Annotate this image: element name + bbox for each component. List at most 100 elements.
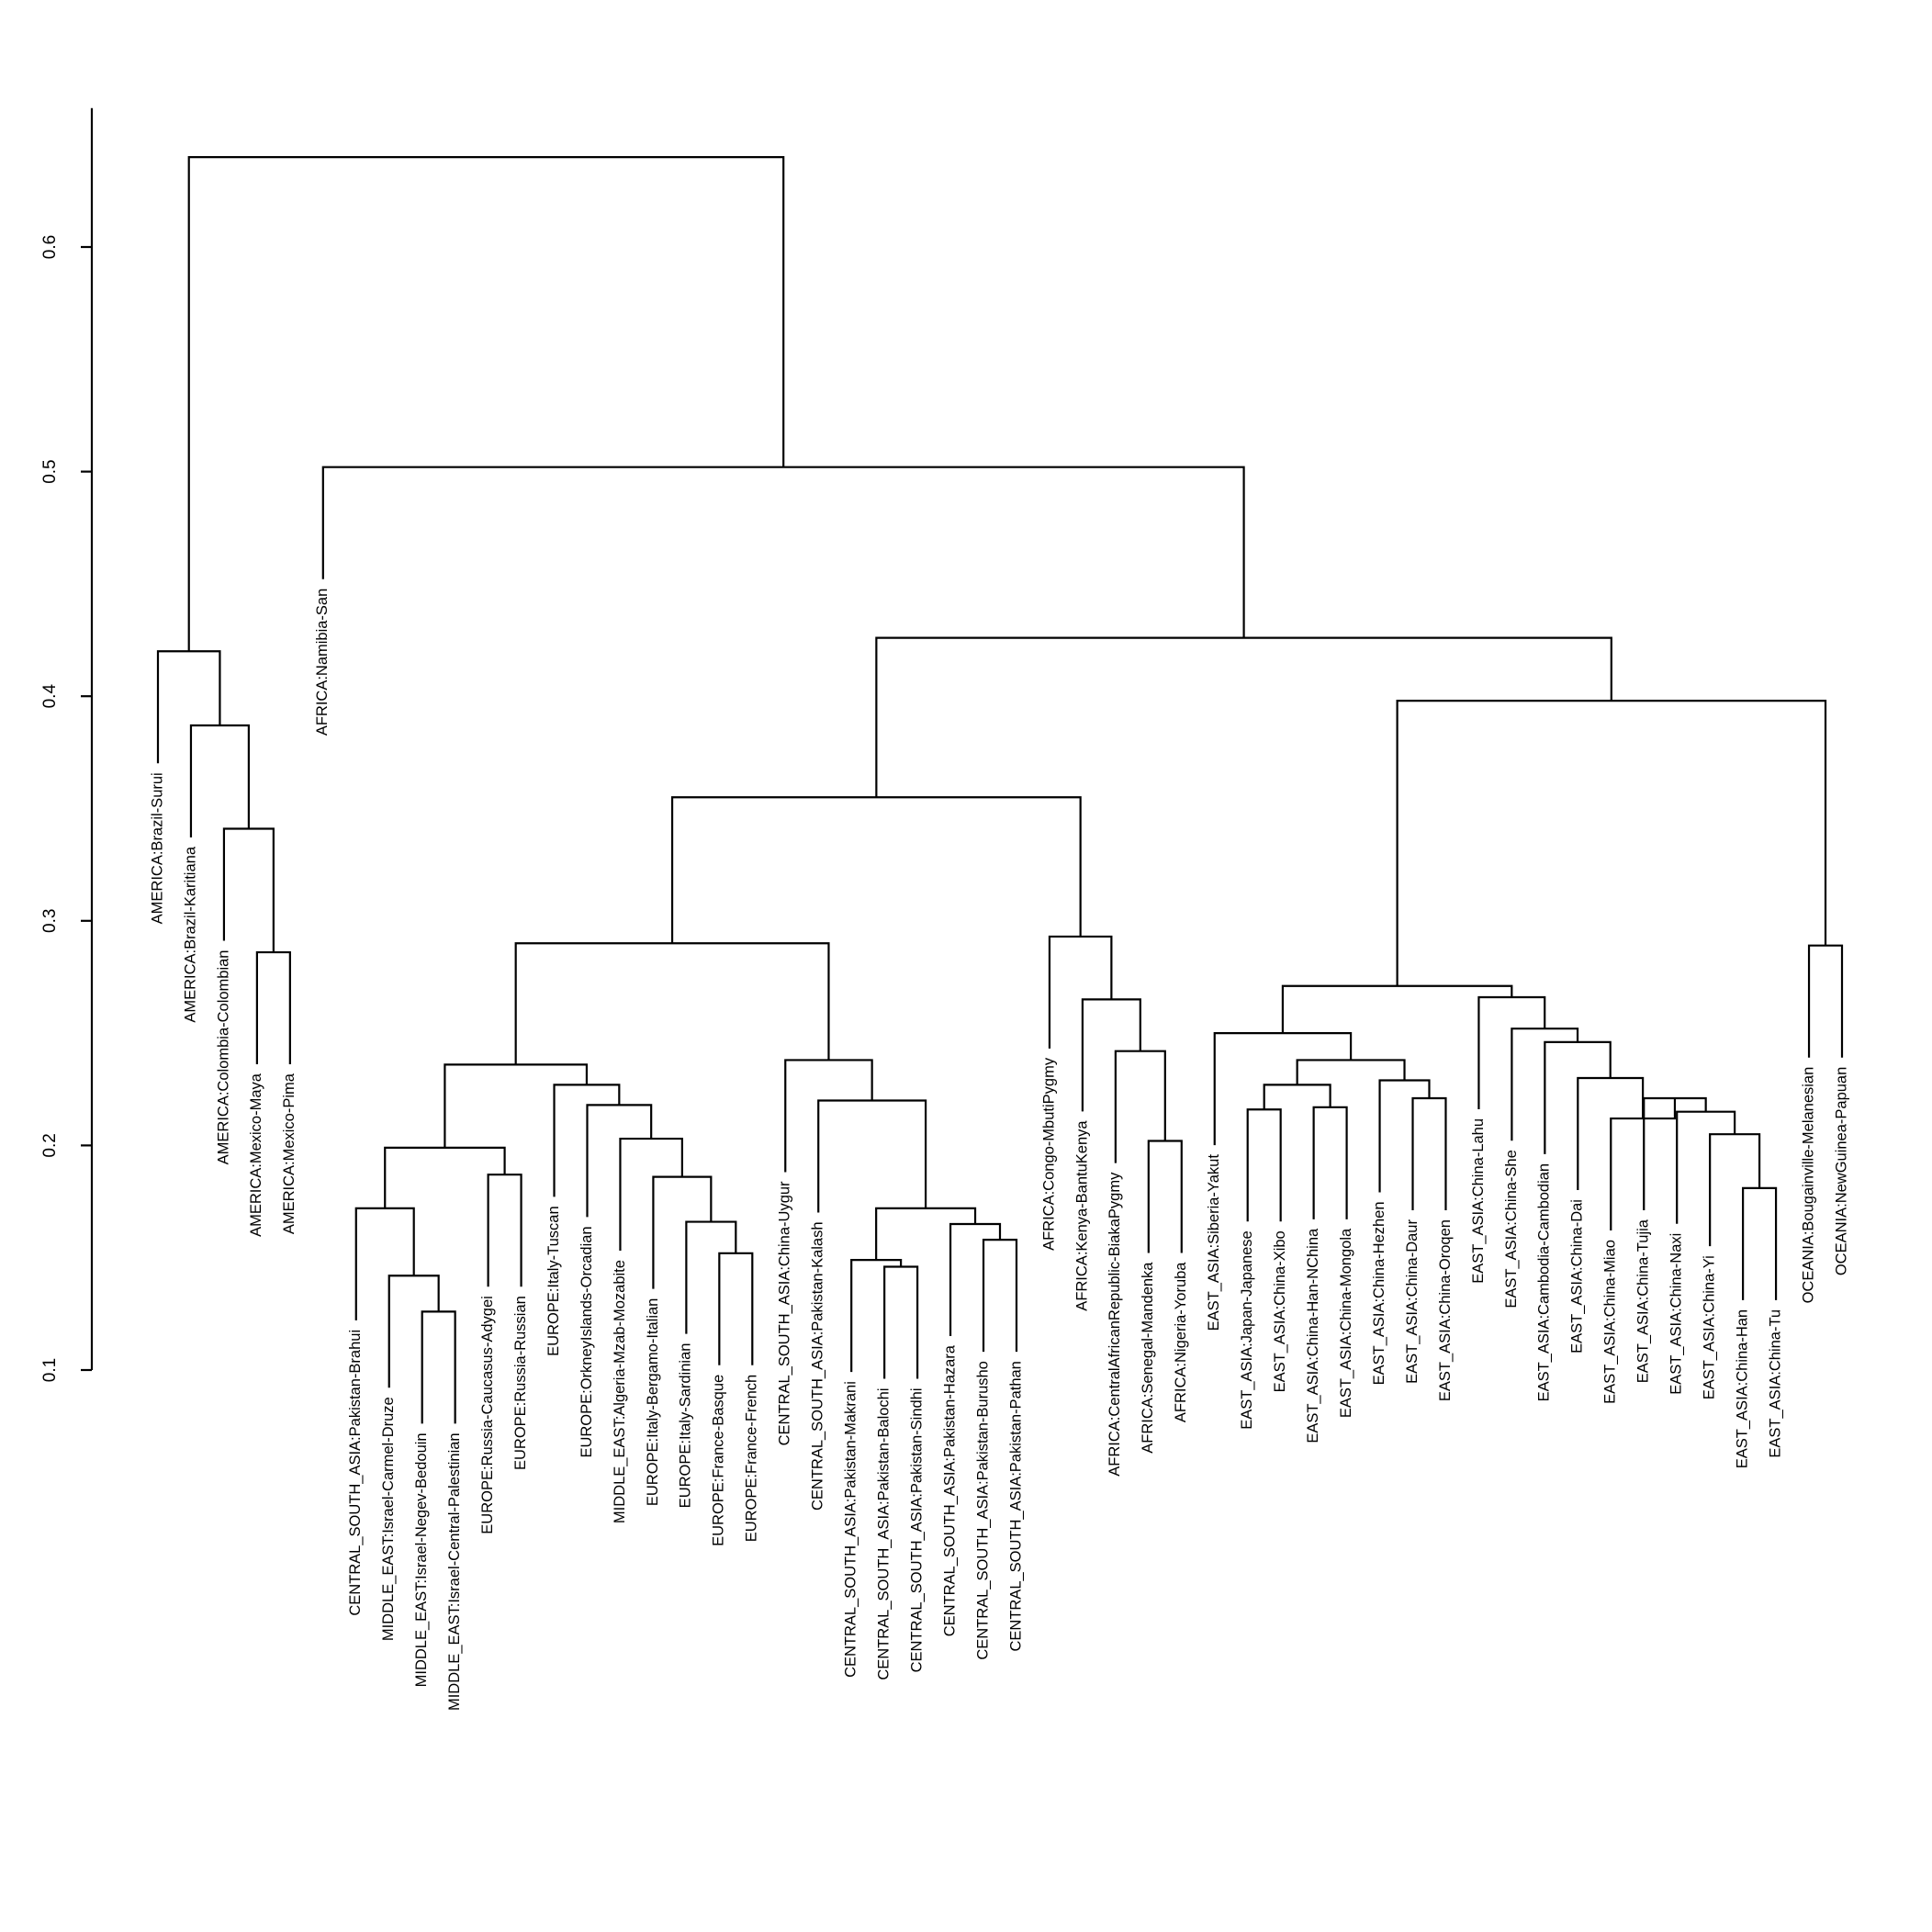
leaf-label: MIDDLE_EAST:Algeria-Mzab-Mozabite (612, 1260, 628, 1523)
merge-branch (875, 1207, 977, 1261)
merge-branch (553, 1084, 621, 1197)
leaf-label: OCEANIA:NewGuinea-Papuan (1833, 1067, 1849, 1275)
leaf-label: CENTRAL_SOUTH_ASIA:Pakistan-Makrani (843, 1381, 859, 1678)
leaf-label: MIDDLE_EAST:Israel-Negev-Bedouin (413, 1432, 430, 1687)
leaf-label: EAST_ASIA:China-Tu (1767, 1309, 1783, 1458)
y-tick-label: 0.1 (40, 1358, 60, 1382)
leaf-label: EAST_ASIA:China-Mongola (1338, 1228, 1354, 1418)
leaf-label: AMERICA:Brazil-Karitiana (182, 846, 198, 1022)
merge-branch (670, 796, 1082, 944)
merge-branch (1263, 1084, 1331, 1110)
leaf-label: EAST_ASIA:Japan-Japanese (1239, 1230, 1255, 1429)
merge-branch (1807, 944, 1844, 1058)
merge-branch (444, 1063, 589, 1148)
merge-branch (718, 1252, 754, 1365)
leaf-label: CENTRAL_SOUTH_ASIA:Pakistan-Pathan (1007, 1361, 1024, 1651)
merge-branch (421, 1310, 456, 1424)
leaf-label: EUROPE:France-French (744, 1375, 760, 1542)
leaf-label: MIDDLE_EAST:Israel-Central-Palestinian (446, 1432, 463, 1711)
merge-branch (1081, 998, 1141, 1112)
y-axis: 0.1 0.2 0.3 0.4 0.5 0.6 (40, 107, 94, 1382)
merge-branch (187, 156, 785, 652)
leaf-label: EAST_ASIA:China-Han-NChina (1305, 1228, 1321, 1443)
leaf-label: EUROPE:France-Basque (711, 1375, 727, 1546)
leaf-label: AFRICA:Nigeria-Yoruba (1173, 1262, 1189, 1422)
leaf-label: EUROPE:OrkneyIslands-Orcadian (578, 1226, 595, 1457)
merge-branch (949, 1222, 1002, 1337)
merge-branch (1511, 1028, 1579, 1141)
leaf-label: EAST_ASIA:China-Naxi (1668, 1233, 1685, 1395)
leaf-label: CENTRAL_SOUTH_ASIA:Pakistan-Brahui (347, 1330, 364, 1616)
leaf-label: EUROPE:Russia-Russian (512, 1296, 529, 1470)
leaf-label: EAST_ASIA:China-Oroqen (1437, 1219, 1454, 1401)
leaf-label: CENTRAL_SOUTH_ASIA:China-Uygur (777, 1181, 793, 1445)
y-tick-label: 0.3 (40, 909, 60, 933)
merge-branch (586, 1104, 653, 1218)
merge-branch (1378, 1079, 1431, 1193)
merge-branch (875, 636, 1612, 798)
dendrogram-branches (156, 156, 1844, 1424)
leaf-label: MIDDLE_EAST:Israel-Carmel-Druze (380, 1397, 397, 1641)
leaf-label: EUROPE:Italy-Sardinian (678, 1343, 694, 1509)
leaf-label: EAST_ASIA:China-She (1503, 1150, 1520, 1308)
merge-branch (189, 724, 250, 837)
merge-branch (619, 1137, 683, 1252)
leaf-label: EAST_ASIA:China-Hezhen (1371, 1201, 1387, 1385)
y-tick-label: 0.6 (40, 235, 60, 259)
leaf-label: AFRICA:CentralAfricanRepublic-BiakaPygmy (1106, 1172, 1123, 1477)
leaf-label: EAST_ASIA:China-Yi (1702, 1255, 1718, 1399)
merge-branch (1676, 1110, 1736, 1224)
y-tick-label: 0.5 (40, 459, 60, 483)
leaf-label: EAST_ASIA:China-Han (1734, 1309, 1750, 1468)
leaf-label: AMERICA:Brazil-Surui (149, 772, 165, 924)
merge-branch (685, 1220, 737, 1334)
leaf-label: AMERICA:Mexico-Maya (248, 1073, 264, 1237)
merge-branch (1147, 1140, 1183, 1253)
merge-branch (784, 1059, 873, 1173)
leaf-label: AFRICA:Congo-MbutiPygmy (1040, 1057, 1057, 1251)
leaf-labels: AMERICA:Brazil-Surui AMERICA:Brazil-Karit… (149, 589, 1849, 1711)
y-tick-label: 0.4 (40, 684, 60, 709)
merge-branch (222, 827, 275, 953)
merge-branch (255, 950, 291, 1065)
merge-branch (817, 1099, 927, 1213)
merge-branch (156, 650, 221, 764)
merge-branch (514, 942, 830, 1065)
leaf-label: CENTRAL_SOUTH_ASIA:Pakistan-Hazara (941, 1344, 958, 1636)
leaf-label: EAST_ASIA:China-Miao (1602, 1240, 1619, 1404)
merge-branch (1643, 1096, 1707, 1211)
leaf-label: AMERICA:Colombia-Colombian (215, 950, 231, 1165)
merge-branch (1281, 984, 1513, 1034)
merge-branch (652, 1175, 713, 1289)
merge-branch (1048, 935, 1113, 1049)
leaf-label: EAST_ASIA:China-Tujia (1635, 1219, 1652, 1383)
merge-branch (1742, 1186, 1778, 1300)
merge-branch (1312, 1106, 1348, 1219)
leaf-label: OCEANIA:Bougainville-Melanesian (1800, 1067, 1816, 1304)
leaf-label: EAST_ASIA:Cambodia-Cambodian (1536, 1163, 1553, 1402)
merge-branch (883, 1265, 919, 1379)
merge-branch (982, 1239, 1018, 1353)
leaf-label: EAST_ASIA:China-Xibo (1272, 1230, 1288, 1392)
leaf-label: CENTRAL_SOUTH_ASIA:Pakistan-Sindhi (908, 1387, 925, 1672)
leaf-label: EUROPE:Italy-Bergamo-Italian (645, 1298, 661, 1507)
leaf-label: AFRICA:Senegal-Mandenka (1140, 1262, 1156, 1454)
leaf-label: EAST_ASIA:Siberia-Yakut (1206, 1154, 1222, 1331)
merge-branch (388, 1275, 440, 1388)
leaf-label: EUROPE:Italy-Tuscan (545, 1206, 562, 1356)
leaf-label: AFRICA:Kenya-BantuKenya (1073, 1120, 1090, 1311)
merge-branch (384, 1146, 506, 1208)
merge-branch (1114, 1050, 1166, 1163)
merge-branch (1709, 1133, 1761, 1247)
merge-branch (1411, 1096, 1447, 1211)
leaf-label: EAST_ASIA:China-Dai (1569, 1199, 1586, 1354)
merge-branch (354, 1207, 415, 1320)
merge-branch (487, 1174, 522, 1287)
leaf-label: EAST_ASIA:China-Daur (1404, 1219, 1421, 1384)
leaf-label: EAST_ASIA:China-Lahu (1470, 1118, 1487, 1284)
y-tick-label: 0.2 (40, 1133, 60, 1157)
merge-branch (321, 466, 1245, 638)
merge-branch (1246, 1108, 1282, 1222)
merge-branch (1610, 1098, 1677, 1231)
